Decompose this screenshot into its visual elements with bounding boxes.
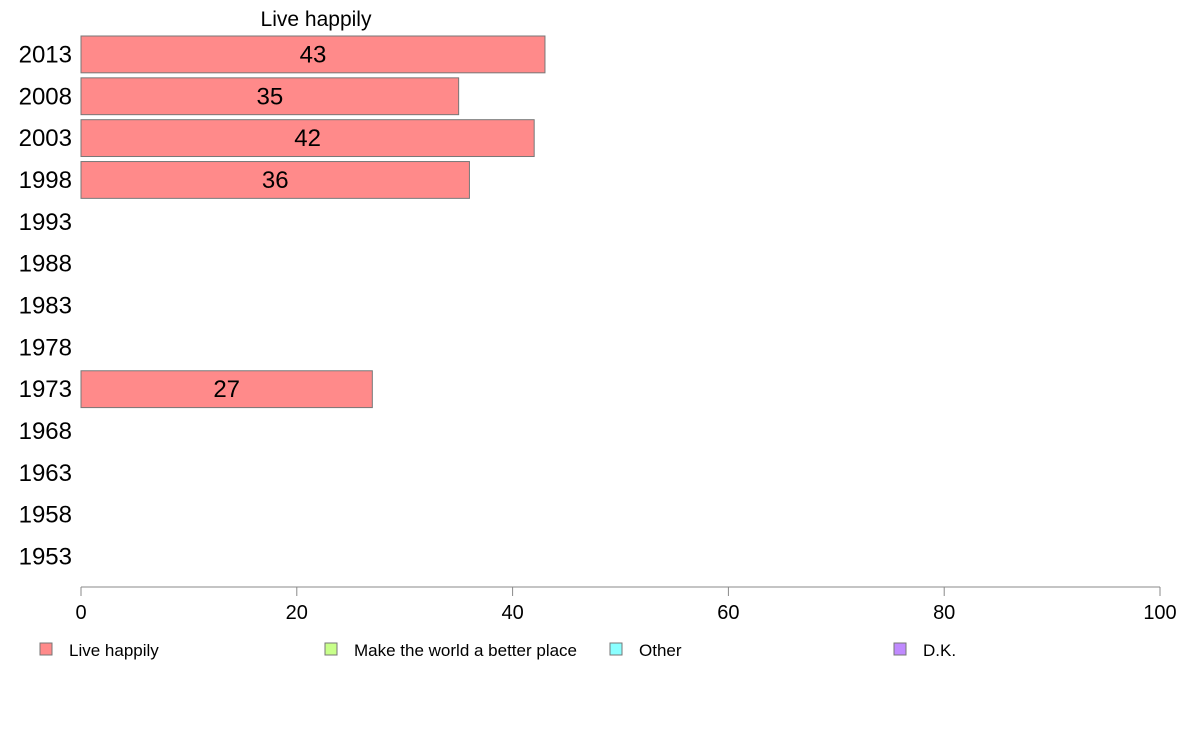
y-tick-label: 1988 bbox=[19, 251, 72, 278]
y-tick-label: 1993 bbox=[19, 209, 72, 236]
bar bbox=[80, 35, 546, 74]
y-tick-label: 1963 bbox=[19, 460, 72, 487]
y-axis-labels: 2013 2008 2003 1998 1993 1988 1983 1978 1973 1968… bbox=[19, 41, 72, 570]
bar bbox=[80, 119, 535, 158]
y-tick-label: 2013 bbox=[19, 41, 72, 68]
y-tick-label: 1953 bbox=[19, 544, 72, 571]
legend-label: Live happily bbox=[69, 641, 159, 660]
bar-value-label: 42 bbox=[294, 125, 321, 152]
bar-value-label: 27 bbox=[213, 376, 240, 403]
x-tick-label: 40 bbox=[501, 602, 523, 624]
bar-value-label: 35 bbox=[256, 83, 283, 110]
y-tick-label: 1968 bbox=[19, 418, 72, 445]
x-tick-label: 80 bbox=[933, 602, 955, 624]
legend-swatch bbox=[39, 642, 53, 656]
bar-value-label: 36 bbox=[262, 167, 289, 194]
legend-swatch bbox=[609, 642, 623, 656]
y-tick-label: 1978 bbox=[19, 334, 72, 361]
y-tick-label: 1983 bbox=[19, 292, 72, 319]
x-axis: 0 20 40 60 80 100 bbox=[75, 586, 1177, 624]
legend-label: Make the world a better place bbox=[354, 641, 577, 660]
legend-swatch bbox=[324, 642, 338, 656]
x-tick-label: 0 bbox=[75, 602, 86, 624]
x-tick-label: 20 bbox=[286, 602, 308, 624]
legend-swatch bbox=[893, 642, 907, 656]
y-tick-label: 1973 bbox=[19, 376, 72, 403]
bar bbox=[80, 161, 470, 199]
bar bbox=[80, 77, 460, 116]
bar bbox=[80, 370, 373, 409]
y-tick-label: 1998 bbox=[19, 167, 72, 194]
panel-title: Live happily bbox=[261, 8, 372, 31]
y-tick-label: 1958 bbox=[19, 502, 72, 529]
x-tick-label: 100 bbox=[1143, 602, 1176, 624]
bar-value-label: 43 bbox=[300, 41, 327, 68]
y-tick-label: 2003 bbox=[19, 125, 72, 152]
y-tick-label: 2008 bbox=[19, 83, 72, 110]
x-tick-label: 60 bbox=[717, 602, 739, 624]
legend-label: Other bbox=[639, 641, 682, 660]
legend: Live happily Make the world a better plac… bbox=[39, 641, 956, 660]
legend-label: D.K. bbox=[923, 641, 956, 660]
